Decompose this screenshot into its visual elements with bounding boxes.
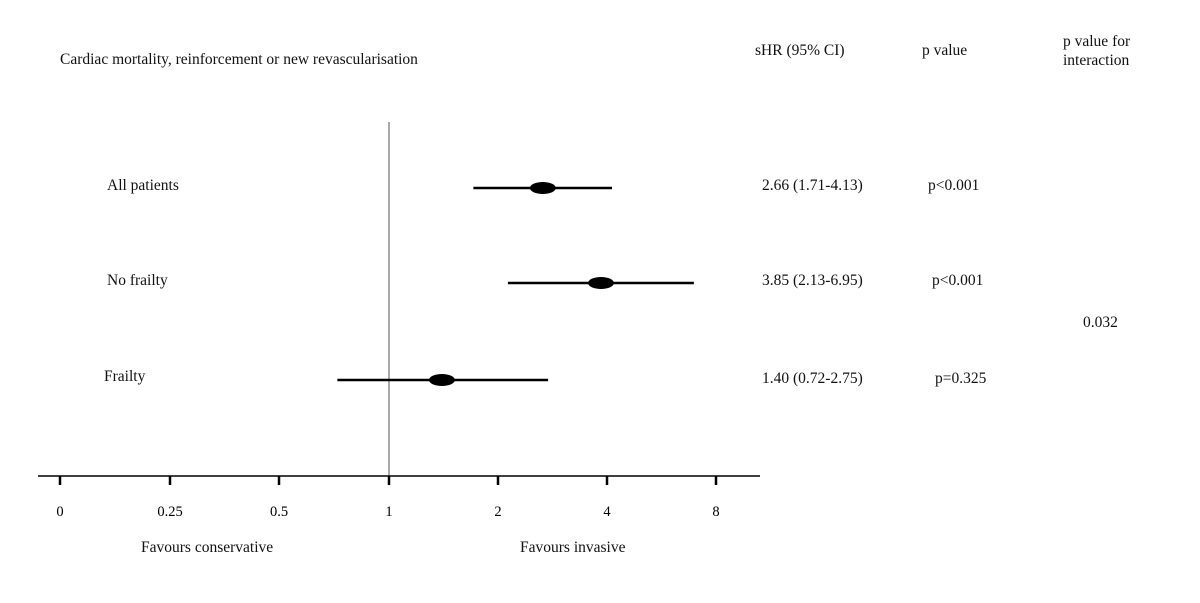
favours-conservative-label: Favours conservative bbox=[141, 539, 274, 556]
point-estimate bbox=[529, 182, 556, 194]
x-tick-label: 0 bbox=[56, 504, 63, 520]
x-tick-label: 0.5 bbox=[270, 504, 288, 520]
row-p-frailty: p=0.325 bbox=[935, 370, 987, 387]
x-tick-label: 1 bbox=[385, 504, 392, 520]
row-effect-frailty: 1.40 (0.72-2.75) bbox=[762, 370, 863, 387]
x-tick-label: 2 bbox=[494, 504, 501, 520]
interaction-p-value: 0.032 bbox=[1083, 314, 1118, 331]
row-label-frailty: Frailty bbox=[104, 368, 146, 385]
x-tick-label: 0.25 bbox=[157, 504, 182, 520]
row-p-no-frailty: p<0.001 bbox=[932, 272, 984, 289]
row-label-no-frailty: No frailty bbox=[107, 272, 168, 289]
chart-title: Cardiac mortality, reinforcement or new … bbox=[60, 51, 418, 68]
row-effect-all-patients: 2.66 (1.71-4.13) bbox=[762, 177, 863, 194]
point-estimate bbox=[428, 374, 455, 386]
interaction-column-header: p value for interaction bbox=[1063, 33, 1131, 69]
pvalue-column-header: p value bbox=[922, 42, 968, 59]
row-effect-no-frailty: 3.85 (2.13-6.95) bbox=[762, 272, 863, 289]
favours-invasive-label: Favours invasive bbox=[520, 539, 626, 556]
point-estimate bbox=[587, 277, 614, 289]
x-tick-label: 4 bbox=[603, 504, 611, 520]
x-tick-label: 8 bbox=[712, 504, 719, 520]
row-label-all-patients: All patients bbox=[107, 177, 179, 194]
row-p-all-patients: p<0.001 bbox=[928, 177, 980, 194]
effect-column-header: sHR (95% CI) bbox=[755, 42, 845, 59]
